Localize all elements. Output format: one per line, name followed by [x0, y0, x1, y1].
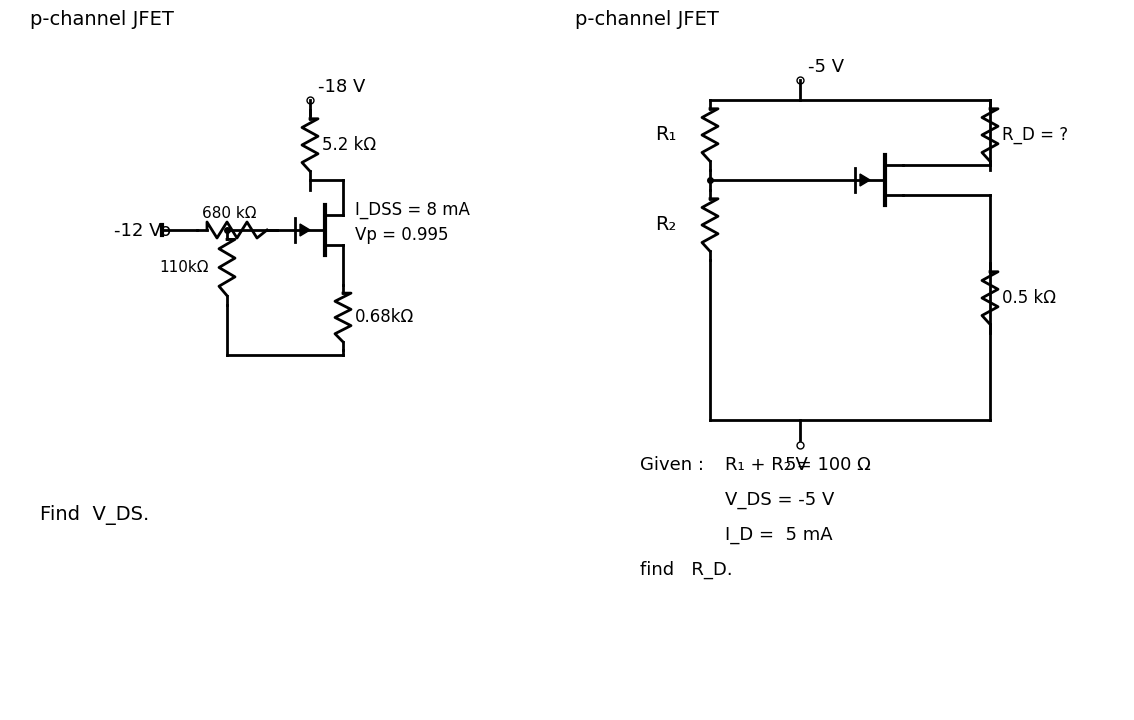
Polygon shape: [301, 224, 310, 236]
Text: I_DSS = 8 mA: I_DSS = 8 mA: [355, 202, 469, 220]
Text: p-channel JFET: p-channel JFET: [575, 10, 719, 29]
Text: -5 V: -5 V: [809, 58, 844, 76]
Text: 0.5 kΩ: 0.5 kΩ: [1002, 289, 1056, 307]
Polygon shape: [860, 174, 870, 186]
Text: Given :: Given :: [640, 456, 704, 474]
Text: -18 V: -18 V: [318, 78, 365, 96]
Text: V_DS = -5 V: V_DS = -5 V: [725, 491, 835, 509]
Text: -12 Vo: -12 Vo: [115, 222, 171, 240]
Text: 110kΩ: 110kΩ: [159, 260, 209, 275]
Text: I_D =  5 mA: I_D = 5 mA: [725, 526, 832, 544]
Text: 5V: 5V: [785, 456, 809, 474]
Text: R₁ + R₂ = 100 Ω: R₁ + R₂ = 100 Ω: [725, 456, 871, 474]
Text: R₁: R₁: [655, 125, 676, 144]
Text: Find  V_DS.: Find V_DS.: [40, 505, 150, 525]
Text: p-channel JFET: p-channel JFET: [29, 10, 174, 29]
Text: 0.68kΩ: 0.68kΩ: [355, 308, 414, 326]
Text: Vp = 0.995: Vp = 0.995: [355, 226, 449, 244]
Text: 5.2 kΩ: 5.2 kΩ: [322, 136, 376, 154]
Text: R_D = ?: R_D = ?: [1002, 126, 1068, 144]
Text: R₂: R₂: [655, 215, 676, 234]
Text: find   R_D.: find R_D.: [640, 561, 733, 580]
Text: 680 kΩ: 680 kΩ: [202, 206, 256, 221]
